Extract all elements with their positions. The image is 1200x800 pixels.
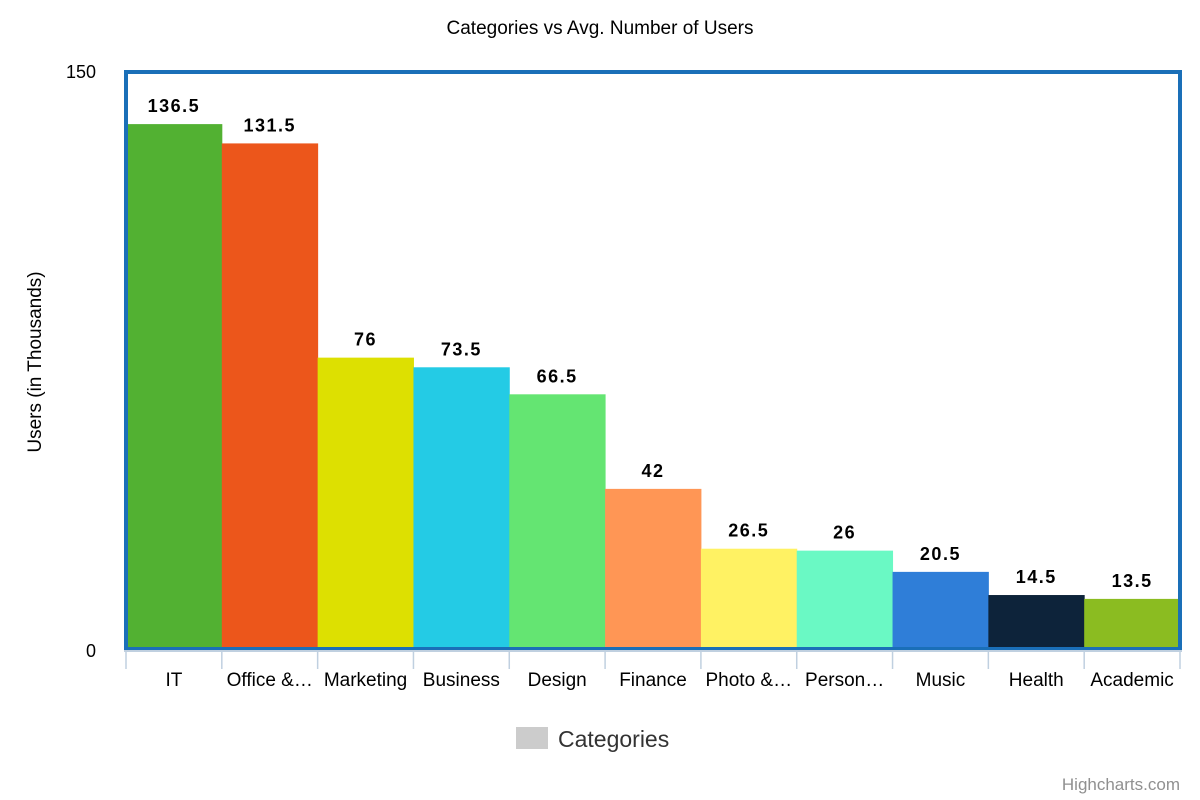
data-label: 131.5 (243, 115, 296, 135)
bar-series (126, 124, 1181, 652)
bar[interactable] (892, 571, 989, 651)
credits-link[interactable]: Highcharts.com (1062, 775, 1180, 794)
bar[interactable] (317, 357, 414, 651)
data-label: 14.5 (1016, 567, 1057, 587)
x-tick-label: Finance (619, 670, 687, 691)
bar[interactable] (413, 367, 510, 651)
bar[interactable] (605, 488, 702, 651)
x-tick-label: Academic (1090, 670, 1173, 691)
y-axis-label: Users (in Thousands) (25, 271, 46, 452)
data-label: 66.5 (537, 366, 578, 386)
x-tick-label: IT (165, 670, 182, 691)
bar[interactable] (700, 548, 798, 651)
x-axis (124, 650, 1182, 669)
x-tick-label: Business (423, 670, 500, 691)
data-label: 76 (354, 330, 377, 350)
data-label: 26.5 (728, 521, 769, 541)
y-axis-ticks: 0 150 (66, 62, 96, 661)
plot-border (124, 70, 1182, 651)
x-tick-label: Office &… (227, 670, 313, 691)
legend-label[interactable]: Categories (558, 726, 669, 752)
data-label: 73.5 (441, 339, 482, 359)
x-tick-label: Photo &… (706, 670, 793, 691)
bar[interactable] (1084, 598, 1181, 651)
data-labels: 136.5 131.5 76 73.5 66.5 42 26.5 26 20.5 14.5 13.5 (148, 96, 1153, 591)
data-label: 26 (833, 523, 856, 543)
x-tick-label: Health (1009, 670, 1064, 691)
data-label: 136.5 (148, 96, 201, 116)
bar[interactable] (221, 143, 319, 651)
x-tick-label: Design (528, 670, 587, 691)
data-label: 13.5 (1112, 571, 1153, 591)
x-tick-label: Music (916, 670, 966, 691)
bar[interactable] (509, 394, 606, 651)
bar[interactable] (126, 124, 223, 652)
x-axis-ticks: IT Office &… Marketing Business Design Financ… (165, 670, 1173, 691)
bar[interactable] (988, 595, 1085, 651)
bar[interactable] (796, 550, 894, 651)
data-label: 42 (641, 461, 664, 481)
y-tick-label: 150 (66, 62, 96, 82)
x-tick-label: Person… (805, 670, 884, 691)
data-label: 20.5 (920, 544, 961, 564)
chart-title: Categories vs Avg. Number of Users (447, 18, 754, 39)
legend[interactable]: Categories (516, 726, 669, 752)
x-tick-label: Marketing (324, 670, 407, 691)
legend-swatch[interactable] (516, 727, 548, 749)
y-tick-label: 0 (86, 641, 96, 661)
